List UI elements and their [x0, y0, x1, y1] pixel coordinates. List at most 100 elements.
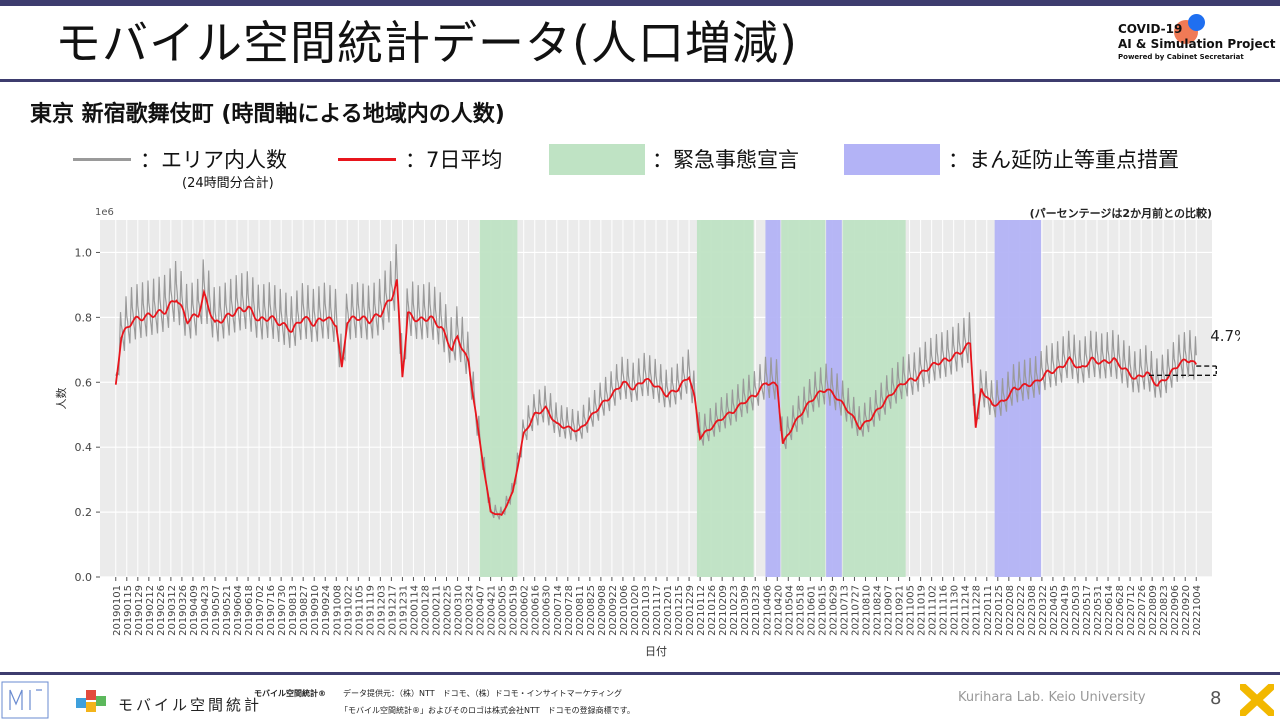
- legend-raw-sublabel: (24時間分合計): [182, 176, 274, 191]
- x-tick-label: 20190924: [321, 585, 332, 636]
- chart-subtitle: 東京 新宿歌舞伎町 (時間軸による地域内の人数): [30, 102, 505, 127]
- x-tick-label: 20190730: [277, 585, 288, 636]
- x-tick-label: 20190129: [134, 585, 145, 636]
- x-tick-label: 20220809: [1148, 585, 1159, 636]
- footer-app-name: モバイル空間統計: [118, 696, 263, 714]
- x-tick-label: 20210126: [707, 585, 718, 636]
- x-tick-label: 20190702: [255, 585, 266, 636]
- x-tick-label: 20200407: [476, 585, 487, 636]
- logo-line2: AI & Simulation Project: [1118, 37, 1276, 51]
- x-tick-label: 20220628: [1115, 585, 1126, 636]
- footer-trademark-note: 「モバイル空間統計®」およびそのロゴは株式会社NTT ドコモの登録商標です。: [340, 706, 635, 715]
- y-tick-label: 0.4: [75, 441, 93, 454]
- x-tick-label: 20210713: [839, 585, 850, 636]
- x-tick-label: 20210504: [784, 585, 795, 636]
- legend-emergency-swatch: [549, 144, 645, 175]
- x-tick-label: 20200602: [520, 585, 531, 636]
- y-tick-label: 0.8: [75, 311, 93, 324]
- x-tick-label: 20200519: [509, 585, 520, 636]
- x-tick-label: 20210921: [895, 585, 906, 636]
- x-tick-label: 20190312: [167, 585, 178, 636]
- corner-x-logo: [1240, 684, 1274, 716]
- x-tick-label: 20200825: [586, 585, 597, 636]
- x-tick-label: 20190423: [200, 585, 211, 636]
- x-tick-label: 20190409: [189, 585, 200, 636]
- x-tick-label: 20220823: [1159, 585, 1170, 636]
- x-tick-label: 20190101: [112, 585, 123, 636]
- x-tick-label: 20191217: [387, 585, 398, 636]
- legend-avg-swatch: [338, 158, 396, 161]
- x-tick-label: 20210518: [795, 585, 806, 636]
- x-tick-label: 20191008: [332, 585, 343, 636]
- x-tick-label: 20190618: [244, 585, 255, 636]
- x-tick-label: 20220125: [994, 585, 1005, 636]
- mobile-stats-logo-icon: [76, 690, 106, 712]
- x-tick-label: 20220712: [1126, 585, 1137, 636]
- x-tick-label: 20211228: [972, 585, 983, 636]
- x-tick-label: 20210420: [773, 585, 784, 636]
- legend-priority-swatch: [844, 144, 940, 175]
- period-bands: [479, 220, 1042, 577]
- x-tick-label: 20221004: [1192, 585, 1203, 636]
- x-tick-label: 20190212: [145, 585, 156, 636]
- x-tick-label: 20210824: [873, 585, 884, 636]
- comparison-marker: [1148, 365, 1217, 377]
- x-axis-label: 日付: [645, 645, 667, 658]
- x-tick-label: 20190226: [156, 585, 167, 636]
- logo-line3: Powered by Cabinet Secretariat: [1118, 53, 1244, 61]
- x-tick-label: 20200728: [564, 585, 575, 636]
- x-tick-label: 20211019: [917, 585, 928, 636]
- x-tick-label: 20200421: [487, 585, 498, 636]
- x-tick-label: 20201117: [652, 585, 663, 636]
- x-tick-label: 20220111: [983, 585, 994, 636]
- x-tick-label: 20200922: [608, 585, 619, 636]
- x-tick-label: 20220322: [1038, 585, 1049, 636]
- x-tick-label: 20190827: [299, 585, 310, 636]
- x-tick-label: 20190716: [266, 585, 277, 636]
- x-tick-label: 20200505: [498, 585, 509, 636]
- x-tick-label: 20190326: [178, 585, 189, 636]
- change-label: 4.7%: [1210, 327, 1240, 345]
- x-tick-label: 20191105: [354, 585, 365, 636]
- x-tick-label: 20201006: [619, 585, 630, 636]
- x-tick-label: 20210223: [729, 585, 740, 636]
- x-tick-label: 20201103: [641, 585, 652, 636]
- x-tick-label: 20220208: [1005, 585, 1016, 636]
- legend-emergency-label: ：緊急事態宣言: [652, 148, 799, 172]
- x-tick-label: 20200908: [597, 585, 608, 636]
- x-axis: 20190101 20190115 20190129 20190212 20190226…: [112, 577, 1203, 636]
- x-tick-label: 20210907: [884, 585, 895, 636]
- x-tick-label: 20191022: [343, 585, 354, 636]
- y-tick-label: 0.0: [75, 571, 93, 584]
- legend-avg-label: ：7日平均: [405, 148, 503, 172]
- legend-priority-label: ：まん延防止等重点措置: [948, 148, 1179, 172]
- logo-line1: COVID-19: [1118, 22, 1183, 36]
- x-tick-label: 20190507: [211, 585, 222, 636]
- x-tick-label: 20210615: [817, 585, 828, 636]
- x-tick-label: 20220405: [1049, 585, 1060, 636]
- x-tick-label: 20200225: [443, 585, 454, 636]
- x-tick-label: 20200114: [409, 585, 420, 636]
- x-tick-label: 20201229: [685, 585, 696, 636]
- x-tick-label: 20211130: [950, 585, 961, 636]
- y-axis: 0.0 0.2 0.4 0.6 0.8 1.0: [75, 246, 100, 584]
- page-number: 8: [1210, 688, 1222, 709]
- bottom-rule: [0, 672, 1280, 675]
- x-tick-label: 20200811: [575, 585, 586, 636]
- x-tick-label: 20200128: [420, 585, 431, 636]
- x-tick-label: 20200616: [531, 585, 542, 636]
- footer-trademark-head: モバイル空間統計®: [254, 689, 326, 698]
- x-tick-label: 20220517: [1082, 585, 1093, 636]
- lab-credit: Kurihara Lab. Keio University: [958, 690, 1146, 705]
- x-tick-label: 20220531: [1093, 585, 1104, 636]
- x-tick-label: 20190910: [310, 585, 321, 636]
- x-tick-label: 20200211: [431, 585, 442, 636]
- x-tick-label: 20220614: [1104, 585, 1115, 636]
- x-tick-label: 20211005: [906, 585, 917, 636]
- y-axis-label: 人数: [55, 388, 68, 410]
- x-tick-label: 20210406: [762, 585, 773, 636]
- x-tick-label: 20211214: [961, 585, 972, 636]
- title-rule: [0, 79, 1280, 82]
- priority-band: [765, 220, 781, 577]
- x-tick-label: 20220419: [1060, 585, 1071, 636]
